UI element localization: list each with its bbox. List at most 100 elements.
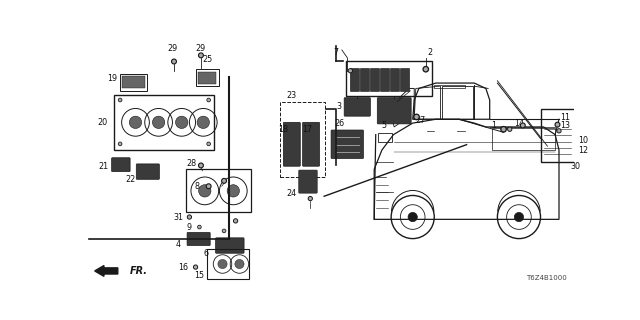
Text: 1: 1 [491, 121, 496, 130]
Bar [435, 84, 465, 88]
Circle shape [207, 99, 210, 101]
Circle shape [414, 114, 419, 120]
Circle shape [522, 124, 524, 127]
FancyBboxPatch shape [390, 68, 399, 92]
FancyBboxPatch shape [299, 170, 317, 193]
Text: 10: 10 [579, 136, 589, 145]
Circle shape [198, 163, 204, 168]
Text: 16: 16 [178, 263, 188, 272]
Circle shape [118, 99, 122, 101]
Text: 19: 19 [108, 74, 118, 83]
Text: 27: 27 [415, 116, 426, 124]
Circle shape [195, 266, 196, 268]
Text: 29: 29 [196, 44, 206, 53]
Circle shape [227, 185, 239, 197]
Text: FR.: FR. [130, 266, 148, 276]
Text: 22: 22 [125, 175, 135, 184]
Bar [120, 74, 147, 91]
Circle shape [501, 127, 506, 132]
FancyBboxPatch shape [187, 232, 210, 245]
Circle shape [223, 230, 225, 232]
Circle shape [235, 220, 237, 222]
Circle shape [175, 116, 188, 129]
Circle shape [129, 116, 141, 129]
Text: 18: 18 [278, 125, 289, 134]
Circle shape [198, 226, 200, 228]
Circle shape [309, 197, 311, 200]
Circle shape [423, 67, 429, 72]
Text: 30: 30 [570, 163, 580, 172]
Bar [541, 109, 575, 162]
FancyBboxPatch shape [344, 98, 371, 116]
Circle shape [194, 265, 198, 269]
Circle shape [208, 143, 209, 145]
Text: 5: 5 [381, 121, 386, 130]
Circle shape [207, 142, 210, 145]
Circle shape [198, 185, 211, 197]
Circle shape [198, 226, 201, 228]
Circle shape [308, 196, 312, 201]
Text: 29: 29 [167, 44, 177, 53]
Circle shape [200, 54, 202, 57]
Text: 14: 14 [514, 119, 524, 128]
Text: 21: 21 [99, 163, 109, 172]
Bar [207, 249, 250, 279]
FancyBboxPatch shape [331, 130, 364, 158]
Circle shape [118, 142, 122, 145]
Circle shape [557, 129, 561, 133]
FancyBboxPatch shape [380, 68, 390, 92]
Circle shape [172, 59, 176, 64]
Circle shape [515, 212, 524, 222]
Circle shape [348, 69, 352, 73]
Text: 26: 26 [335, 119, 344, 128]
Text: 4: 4 [176, 240, 181, 249]
Bar [346, 61, 432, 96]
Bar [196, 69, 219, 86]
Text: T6Z4B1000: T6Z4B1000 [526, 275, 566, 281]
Circle shape [223, 180, 225, 182]
Circle shape [208, 99, 209, 101]
Text: 11: 11 [560, 113, 570, 122]
FancyArrow shape [95, 266, 118, 276]
Circle shape [221, 179, 227, 183]
FancyBboxPatch shape [216, 238, 244, 253]
Circle shape [207, 185, 210, 188]
Circle shape [188, 216, 190, 218]
Bar [122, 76, 145, 88]
Circle shape [152, 116, 164, 129]
Text: 12: 12 [579, 146, 589, 155]
Circle shape [198, 53, 204, 58]
Circle shape [415, 116, 418, 118]
Circle shape [502, 128, 505, 131]
Text: 23: 23 [286, 91, 296, 100]
FancyBboxPatch shape [350, 68, 360, 92]
Text: 8: 8 [195, 182, 200, 191]
Text: 2: 2 [427, 48, 432, 57]
Circle shape [223, 229, 225, 232]
Circle shape [200, 164, 202, 167]
Text: 15: 15 [195, 271, 204, 280]
Bar [492, 129, 555, 150]
Bar [114, 95, 214, 150]
Circle shape [555, 122, 560, 127]
Circle shape [558, 130, 560, 132]
FancyBboxPatch shape [284, 122, 300, 166]
Text: 20: 20 [97, 118, 108, 127]
Text: 7: 7 [333, 48, 339, 57]
Text: 3: 3 [336, 102, 341, 111]
Circle shape [520, 123, 525, 128]
Bar [378, 133, 392, 142]
Text: 31: 31 [173, 212, 184, 221]
Bar [198, 71, 216, 84]
Circle shape [119, 143, 121, 145]
Text: 17: 17 [302, 125, 312, 134]
FancyBboxPatch shape [371, 68, 380, 92]
Text: 6: 6 [204, 249, 209, 258]
Text: 24: 24 [286, 189, 296, 198]
FancyBboxPatch shape [360, 68, 369, 92]
Circle shape [509, 128, 511, 130]
Bar [280, 101, 325, 177]
Circle shape [349, 70, 351, 72]
Circle shape [424, 68, 427, 70]
Circle shape [556, 124, 559, 126]
